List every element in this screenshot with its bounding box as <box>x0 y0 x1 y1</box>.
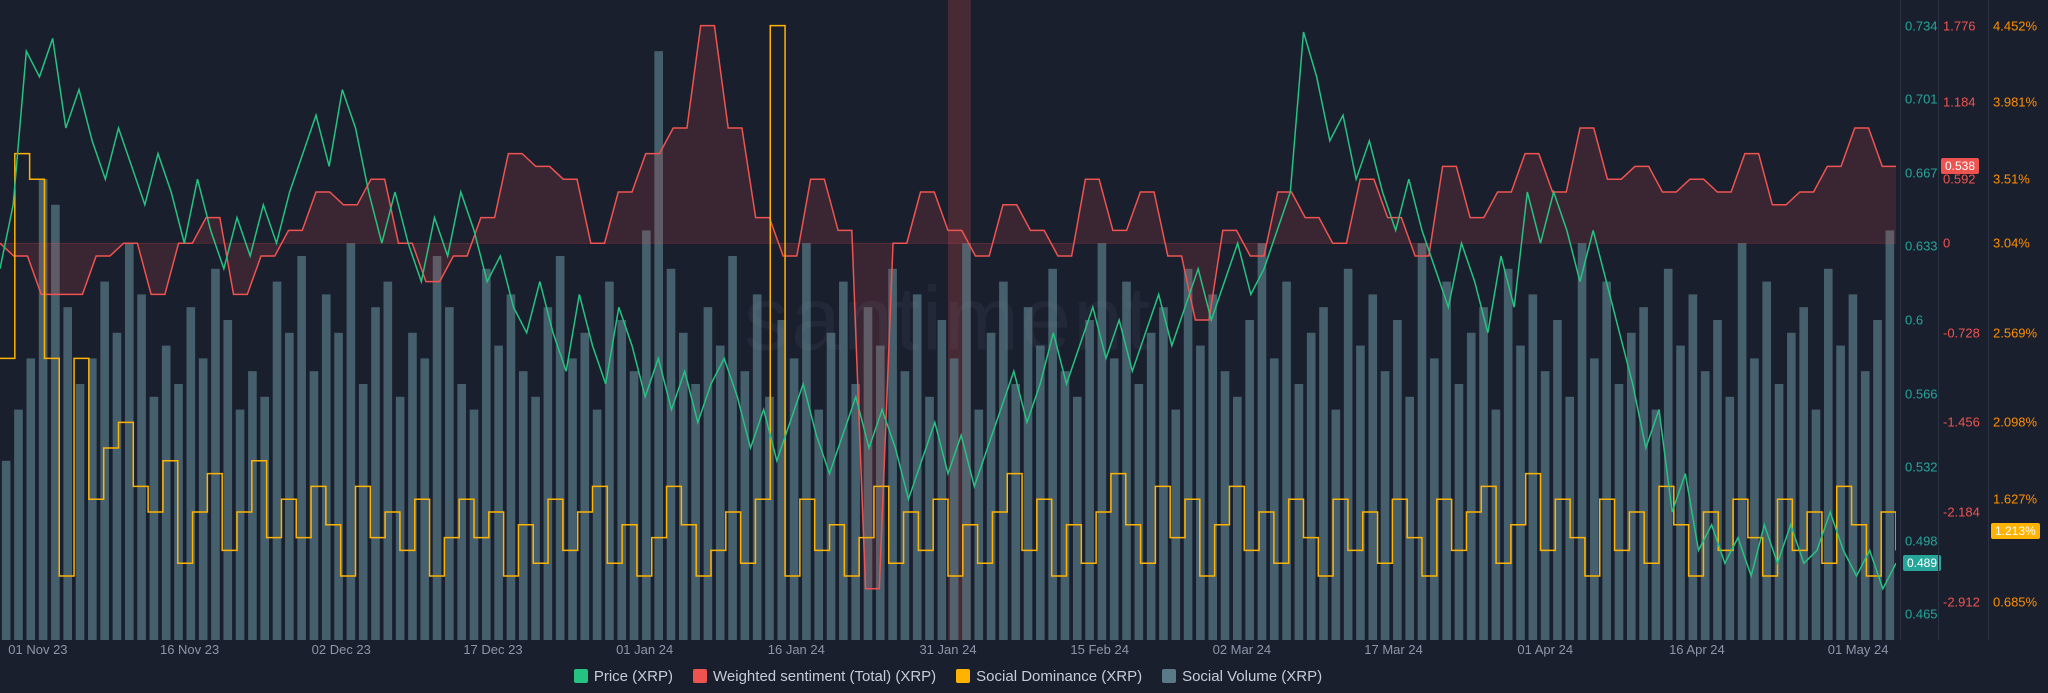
x-axis-label: 31 Jan 24 <box>919 642 976 657</box>
legend-item[interactable]: Social Dominance (XRP) <box>956 668 1142 685</box>
chart-plot-area[interactable]: santiment <box>0 0 1896 640</box>
axis-tick: 0.667 <box>1905 165 1938 180</box>
axis-tick: 0.465 <box>1905 607 1938 622</box>
axis-tick: -1.456 <box>1943 415 1980 430</box>
x-axis-label: 01 Nov 23 <box>8 642 67 657</box>
legend-label: Weighted sentiment (Total) (XRP) <box>713 668 936 685</box>
chart-svg <box>0 0 1896 640</box>
axis-tick: 0.498 <box>1905 533 1938 548</box>
axis-tick: 0 <box>1943 236 1950 251</box>
axis-tick: 2.098% <box>1993 415 2037 430</box>
x-axis-label: 15 Feb 24 <box>1070 642 1129 657</box>
axis-tick: 1.184 <box>1943 95 1976 110</box>
legend-swatch <box>1162 669 1176 683</box>
axis-tick: 0.532 <box>1905 460 1938 475</box>
axis-tick: 0.6 <box>1905 313 1923 328</box>
x-axis-label: 01 Jan 24 <box>616 642 673 657</box>
axis-badge: 1.213% <box>1991 523 2040 539</box>
legend-swatch <box>693 669 707 683</box>
axis-tick: 3.51% <box>1993 172 2030 187</box>
x-axis-label: 16 Apr 24 <box>1669 642 1725 657</box>
y-axis-price: 0.734 0.701 0.667 0.633 0.6 0.566 0.532 0.498 0.… <box>1900 0 1938 640</box>
axis-tick: 4.452% <box>1993 18 2037 33</box>
axis-tick: 2.569% <box>1993 325 2037 340</box>
axis-badge: 0.538 <box>1941 158 1979 174</box>
legend: Price (XRP) Weighted sentiment (Total) (X… <box>0 668 1896 688</box>
x-axis-label: 02 Dec 23 <box>312 642 371 657</box>
x-axis-label: 01 Apr 24 <box>1517 642 1573 657</box>
axis-tick: -0.728 <box>1943 325 1980 340</box>
legend-item[interactable]: Weighted sentiment (Total) (XRP) <box>693 668 936 685</box>
axis-tick: 0.633 <box>1905 239 1938 254</box>
axis-tick: 0.701 <box>1905 92 1938 107</box>
y-axis-sentiment: 1.7761.1840.5920-0.728-1.456-2.184-2.912… <box>1938 0 1988 640</box>
axis-tick: -2.184 <box>1943 505 1980 520</box>
x-axis-label: 16 Nov 23 <box>160 642 219 657</box>
axis-tick: 3.981% <box>1993 95 2037 110</box>
x-axis: 01 Nov 23 16 Nov 23 02 Dec 23 17 Dec 23 01 J… <box>0 640 1896 660</box>
axis-tick: 0.734 <box>1905 18 1938 33</box>
axis-tick: 3.04% <box>1993 236 2030 251</box>
legend-label: Price (XRP) <box>594 668 673 685</box>
x-axis-label: 01 May 24 <box>1828 642 1889 657</box>
x-axis-label: 17 Mar 24 <box>1364 642 1423 657</box>
axis-tick: 0.566 <box>1905 386 1938 401</box>
axis-tick: 1.776 <box>1943 18 1976 33</box>
legend-item[interactable]: Price (XRP) <box>574 668 673 685</box>
x-axis-label: 02 Mar 24 <box>1213 642 1272 657</box>
legend-item[interactable]: Social Volume (XRP) <box>1162 668 1322 685</box>
x-axis-label: 17 Dec 23 <box>463 642 522 657</box>
legend-swatch <box>574 669 588 683</box>
axis-tick: 0.685% <box>1993 594 2037 609</box>
x-axis-label: 16 Jan 24 <box>768 642 825 657</box>
legend-label: Social Volume (XRP) <box>1182 668 1322 685</box>
axis-tick: -2.912 <box>1943 594 1980 609</box>
axis-badge: 0.489 <box>1903 555 1941 571</box>
legend-label: Social Dominance (XRP) <box>976 668 1142 685</box>
y-axis-dominance: 4.452% 3.981% 3.51% 3.04% 2.569% 2.098% 1.627%… <box>1988 0 2048 640</box>
legend-swatch <box>956 669 970 683</box>
axis-tick: 1.627% <box>1993 492 2037 507</box>
